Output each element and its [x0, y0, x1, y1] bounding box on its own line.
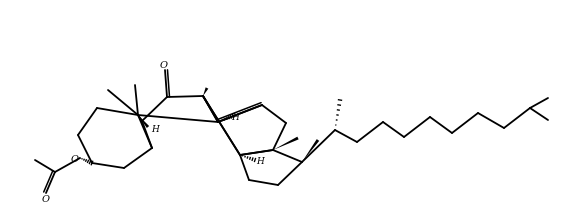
Text: H: H	[256, 157, 264, 166]
Text: O: O	[42, 196, 50, 205]
Polygon shape	[273, 137, 298, 150]
Text: O: O	[160, 60, 168, 69]
Polygon shape	[302, 139, 319, 162]
Polygon shape	[203, 87, 208, 96]
Polygon shape	[138, 115, 149, 128]
Text: H: H	[151, 124, 159, 134]
Text: O: O	[71, 154, 79, 164]
Text: H: H	[231, 113, 239, 122]
